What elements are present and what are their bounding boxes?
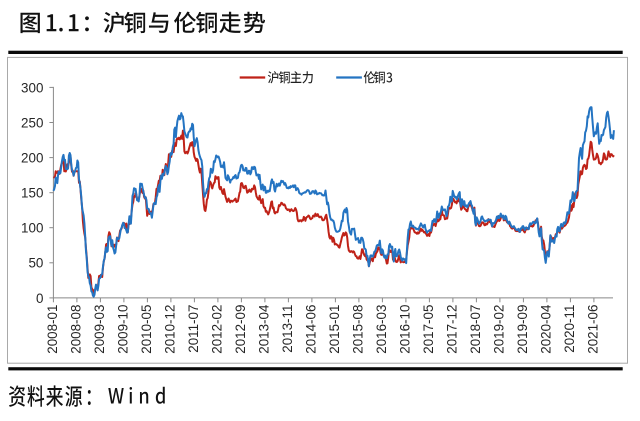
svg-text:2018-07: 2018-07 <box>468 305 483 354</box>
svg-text:2020-11: 2020-11 <box>562 305 577 353</box>
svg-text:2012-09: 2012-09 <box>233 305 248 354</box>
svg-text:2014-06: 2014-06 <box>303 305 318 354</box>
svg-text:2017-12: 2017-12 <box>444 305 459 354</box>
svg-text:2016-03: 2016-03 <box>374 305 389 354</box>
svg-text:150: 150 <box>21 186 43 201</box>
svg-text:2008-08: 2008-08 <box>68 305 83 354</box>
svg-text:2019-09: 2019-09 <box>515 305 530 354</box>
svg-text:100: 100 <box>21 221 43 236</box>
svg-text:2013-11: 2013-11 <box>280 305 295 353</box>
svg-text:2019-02: 2019-02 <box>491 305 506 354</box>
svg-text:2012-02: 2012-02 <box>209 305 224 354</box>
svg-text:2020-04: 2020-04 <box>538 304 553 354</box>
svg-text:2015-08: 2015-08 <box>350 305 365 354</box>
svg-text:2011-07: 2011-07 <box>186 305 201 353</box>
svg-text:300: 300 <box>21 80 43 95</box>
svg-text:2009-10: 2009-10 <box>115 305 130 354</box>
svg-text:2008-01: 2008-01 <box>45 305 60 354</box>
svg-text:2010-12: 2010-12 <box>162 305 177 354</box>
svg-text:2016-10: 2016-10 <box>397 305 412 354</box>
svg-text:50: 50 <box>28 256 43 271</box>
svg-text:2010-05: 2010-05 <box>139 305 154 354</box>
svg-text:250: 250 <box>21 115 43 130</box>
svg-text:2017-05: 2017-05 <box>421 305 436 354</box>
svg-text:0: 0 <box>36 291 43 306</box>
svg-text:2009-03: 2009-03 <box>92 305 107 354</box>
svg-text:2021-06: 2021-06 <box>585 305 600 354</box>
svg-text:200: 200 <box>21 151 43 166</box>
svg-text:2015-01: 2015-01 <box>327 305 342 354</box>
svg-text:2013-04: 2013-04 <box>256 304 271 354</box>
